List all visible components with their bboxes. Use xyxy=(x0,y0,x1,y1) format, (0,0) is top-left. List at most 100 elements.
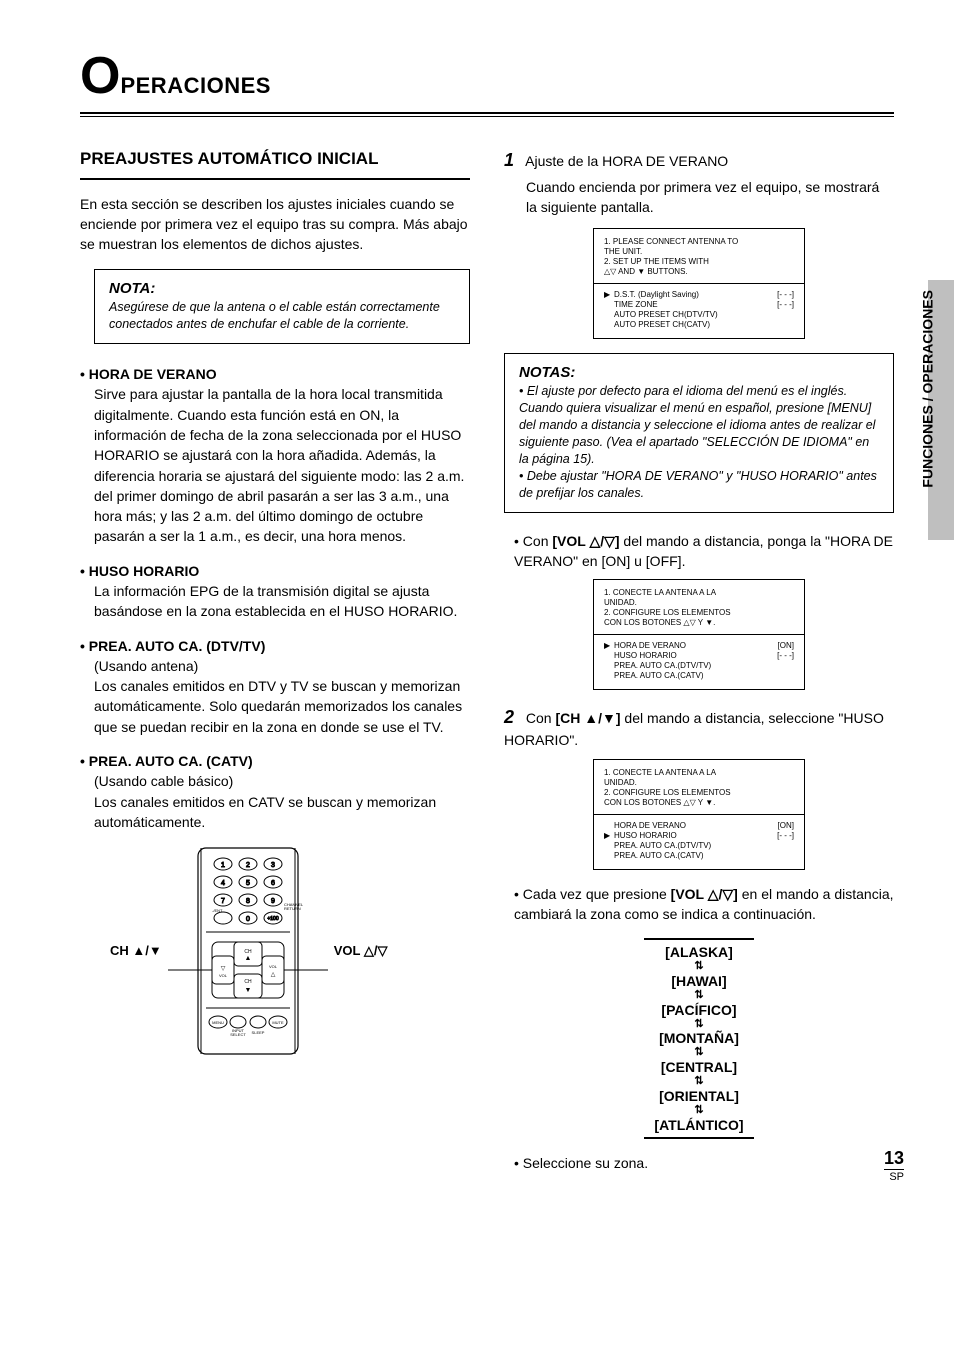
bullet-body: La información EPG de la transmisión dig… xyxy=(94,581,470,622)
svg-text:9: 9 xyxy=(271,898,275,905)
osd-arrow: ▶ xyxy=(604,831,614,841)
osd-value: [- - -] xyxy=(764,831,794,841)
bullet-head: • HUSO HORARIO xyxy=(80,561,470,581)
svg-text:3: 3 xyxy=(271,862,275,869)
text: • Cada vez que presione xyxy=(514,886,671,902)
osd-box-1: 1. PLEASE CONNECT ANTENNA TO THE UNIT. 2… xyxy=(593,228,805,339)
svg-text:6: 6 xyxy=(271,880,275,887)
svg-text:5: 5 xyxy=(246,880,250,887)
bullet-sub: (Usando antena) xyxy=(94,656,470,676)
osd-value: [ON] xyxy=(764,821,794,831)
select-zone-text: • Seleccione su zona. xyxy=(514,1153,894,1173)
osd-label: HORA DE VERANO xyxy=(614,821,764,831)
svg-text:SELECT: SELECT xyxy=(230,1032,246,1037)
osd-label: D.S.T. (Daylight Saving) xyxy=(614,290,764,300)
remote-vol-label: VOL △/▽ xyxy=(334,942,388,961)
svg-text:▲: ▲ xyxy=(244,955,251,962)
svg-text:4: 4 xyxy=(221,880,225,887)
updown-icon: ⇅ xyxy=(504,1104,894,1117)
osd-line: △▽ AND ▼ BUTTONS. xyxy=(604,267,794,277)
osd-box-3: 1. CONECTE LA ANTENA A LA UNIDAD. 2. CON… xyxy=(593,759,805,870)
notas-bullet-1: • El ajuste por defecto para el idioma d… xyxy=(519,383,879,467)
bullet-body: Los canales emitidos en CATV se buscan y… xyxy=(94,792,470,833)
tz-item: [ALASKA] xyxy=(504,944,894,960)
osd-line: 2. CONFIGURE LOS ELEMENTOS xyxy=(604,788,794,798)
remote-svg: 1 2 3 4 5 6 7 8 9 0 +100 -/ENT CHANN xyxy=(168,846,328,1056)
svg-text:VOL: VOL xyxy=(219,973,228,978)
page-footer: 13 SP xyxy=(884,1148,904,1183)
osd-label: PREA. AUTO CA.(DTV/TV) xyxy=(614,841,794,851)
osd-line: 1. CONECTE LA ANTENA A LA xyxy=(604,588,794,598)
tz-item: [ATLÁNTICO] xyxy=(504,1117,894,1133)
bullet-body: Los canales emitidos en DTV y TV se busc… xyxy=(94,676,470,737)
osd-value: [- - -] xyxy=(764,651,794,661)
svg-text:VOL: VOL xyxy=(269,964,278,969)
page-number: 13 xyxy=(884,1148,904,1168)
page-heading: OPERACIONES xyxy=(80,50,894,102)
updown-icon: ⇅ xyxy=(504,989,894,1002)
osd-label: HUSO HORARIO xyxy=(614,651,764,661)
tz-item: [MONTAÑA] xyxy=(504,1030,894,1046)
svg-text:SLEEP: SLEEP xyxy=(251,1030,264,1035)
nota-text: Asegúrese de que la antena o el cable es… xyxy=(109,299,455,333)
osd-line: CON LOS BOTONES △▽ Y ▼. xyxy=(604,618,794,628)
bullet-prea-dtv: • PREA. AUTO CA. (DTV/TV) (Usando antena… xyxy=(80,636,470,737)
svg-text:+100: +100 xyxy=(267,916,278,922)
bullet-head: • PREA. AUTO CA. (DTV/TV) xyxy=(80,636,470,656)
osd-value: [- - -] xyxy=(764,290,794,300)
svg-text:△: △ xyxy=(270,972,275,978)
bold-key: [CH ▲/▼] xyxy=(555,710,620,726)
osd-line: UNIDAD. xyxy=(604,778,794,788)
sub-bullet-zone: • Cada vez que presione [VOL △/▽] en el … xyxy=(514,884,894,925)
tz-item: [HAWAI] xyxy=(504,973,894,989)
bullet-head: • HORA DE VERANO xyxy=(80,364,470,384)
osd-line: 2. CONFIGURE LOS ELEMENTOS xyxy=(604,608,794,618)
text: • Con xyxy=(514,533,552,549)
left-column: PREAJUSTES AUTOMÁTICO INICIAL En esta se… xyxy=(80,147,470,1173)
step2-head: 2 Con [CH ▲/▼] del mando a distancia, se… xyxy=(504,704,894,750)
remote-diagram: CH ▲/▼ 1 2 3 4 5 6 7 8 9 xyxy=(110,846,470,1056)
osd-label: PREA. AUTO CA.(CATV) xyxy=(614,851,794,861)
heading-big-letter: O xyxy=(80,50,120,102)
notas-box: NOTAS: • El ajuste por defecto para el i… xyxy=(504,353,894,513)
intro-paragraph: En esta sección se describen los ajustes… xyxy=(80,194,470,255)
rule-top xyxy=(80,112,894,114)
tz-item: [PACÍFICO] xyxy=(504,1002,894,1018)
osd-line: 1. PLEASE CONNECT ANTENNA TO xyxy=(604,237,794,247)
notas-label: NOTAS: xyxy=(519,362,879,384)
osd-line: CON LOS BOTONES △▽ Y ▼. xyxy=(604,798,794,808)
svg-text:▼: ▼ xyxy=(244,987,251,994)
osd-label: AUTO PRESET CH(DTV/TV) xyxy=(614,310,794,320)
svg-text:7: 7 xyxy=(221,898,225,905)
svg-text:▽: ▽ xyxy=(220,966,225,972)
svg-text:0: 0 xyxy=(246,916,250,923)
updown-icon: ⇅ xyxy=(504,1018,894,1031)
osd-label: HORA DE VERANO xyxy=(614,641,764,651)
bullet-body: Sirve para ajustar la pantalla de la hor… xyxy=(94,384,470,546)
bullet-head: • PREA. AUTO CA. (CATV) xyxy=(80,751,470,771)
bullet-huso-horario: • HUSO HORARIO La información EPG de la … xyxy=(80,561,470,622)
osd-value: [- - -] xyxy=(764,300,794,310)
svg-text:MENU: MENU xyxy=(212,1020,224,1025)
section-title: PREAJUSTES AUTOMÁTICO INICIAL xyxy=(80,147,470,180)
svg-text:1: 1 xyxy=(221,862,225,869)
remote-ch-label: CH ▲/▼ xyxy=(110,942,162,961)
bold-key: [VOL △/▽] xyxy=(552,533,619,549)
right-column: 1 Ajuste de la HORA DE VERANO Cuando enc… xyxy=(504,147,894,1173)
updown-icon: ⇅ xyxy=(504,960,894,973)
page-lang: SP xyxy=(884,1169,904,1183)
osd-value: [ON] xyxy=(764,641,794,651)
step1-num: 1 xyxy=(504,147,522,173)
notas-bullet-2: • Debe ajustar "HORA DE VERANO" y "HUSO … xyxy=(519,468,879,502)
nota-box: NOTA: Asegúrese de que la antena o el ca… xyxy=(94,269,470,345)
nota-label: NOTA: xyxy=(109,278,455,300)
svg-text:MUTE: MUTE xyxy=(272,1020,284,1025)
osd-arrow: ▶ xyxy=(604,641,614,651)
bullet-sub: (Usando cable básico) xyxy=(94,771,470,791)
osd-line: UNIDAD. xyxy=(604,598,794,608)
osd-line: THE UNIT. xyxy=(604,247,794,257)
tz-item: [CENTRAL] xyxy=(504,1059,894,1075)
osd-label: PREA. AUTO CA.(DTV/TV) xyxy=(614,661,794,671)
osd-line: 2. SET UP THE ITEMS WITH xyxy=(604,257,794,267)
osd-box-2: 1. CONECTE LA ANTENA A LA UNIDAD. 2. CON… xyxy=(593,579,805,690)
